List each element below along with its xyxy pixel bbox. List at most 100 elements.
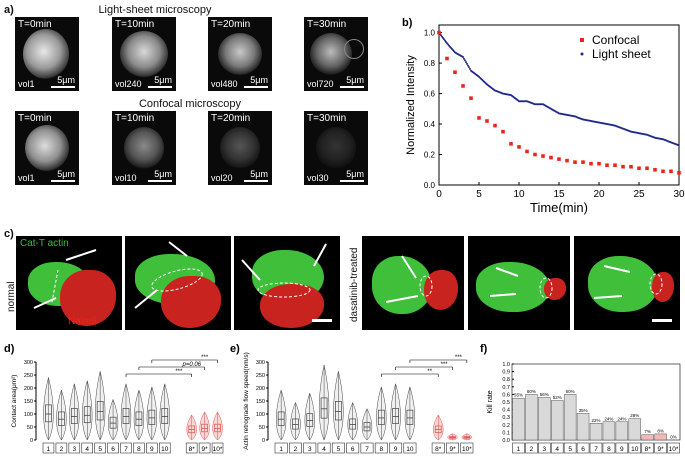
bar [551, 400, 564, 441]
category-label: 1 [517, 446, 521, 453]
category-box [346, 442, 360, 454]
dasatinib-tile-1 [362, 236, 464, 330]
normal-tile-1: Cat-T actin Nalm6 [16, 236, 122, 330]
data-label: 24% [604, 416, 613, 421]
confocal-tile-3: T=20min vol20 5μm [208, 111, 272, 185]
category-label: 4 [322, 446, 326, 453]
significance-label: *** [201, 355, 209, 361]
category-box [538, 442, 551, 454]
y-tick-label: 250 [24, 373, 33, 379]
confocal-point [509, 142, 513, 146]
y-tick-label: 0.8 [424, 59, 436, 68]
panel-b-label: b) [402, 17, 413, 29]
flow-arrows [33, 249, 97, 309]
category-box [563, 442, 577, 454]
category-label: 9* [658, 446, 665, 453]
bar [641, 434, 654, 441]
scale-bar [340, 180, 364, 182]
category-box [460, 442, 474, 454]
legend: Confocal Light sheet [580, 33, 651, 61]
confocal-point [493, 123, 497, 128]
panel-f-chart: f) Kill rate 0.0 0.10.2 0.30.4 0.5 0.60.7 0.80.… [480, 343, 681, 454]
flow-arrows [593, 265, 663, 299]
category-label: 4 [555, 446, 559, 453]
lightsheet-tile-3: T=20min vol480 5μm [208, 17, 272, 91]
confocal-point [541, 154, 545, 158]
category-box [403, 442, 417, 454]
lightsheet-tile-3-scale: 5μm [250, 75, 268, 85]
normal-tile-2 [125, 236, 231, 330]
significance-label: ** [427, 369, 432, 375]
confocal-tile-4-time: T=30min [307, 113, 347, 124]
y-tick-label: 0.0 [424, 181, 436, 190]
y-tick-label: 1.0 [502, 362, 510, 368]
dasatinib-tile-2 [468, 236, 570, 330]
category-box [198, 442, 211, 454]
lightsheet-tile-4: T=30min vol720 5μm [304, 17, 368, 91]
confocal-tile-1-scale: 5μm [57, 169, 75, 179]
data-points [437, 30, 681, 175]
category-label: 1 [279, 446, 283, 453]
y-axis-label: Normalized Intensity [405, 55, 417, 155]
flow-arrows [489, 267, 553, 299]
scale-bar [652, 319, 672, 322]
panel-a-label: a) [4, 4, 14, 16]
confocal-tile-4-scale: 5μm [346, 169, 364, 179]
x-tick-label: 10 [513, 189, 525, 200]
category-label: 9 [620, 446, 624, 453]
confocal-point [525, 149, 529, 154]
data-label: 22% [591, 418, 600, 423]
data-label: 60% [527, 389, 536, 394]
significance-label: p=0.06 [182, 362, 202, 368]
lightsheet-tile-1-scale: 5μm [57, 75, 75, 85]
data-label: 0% [670, 435, 677, 440]
category-label: 2 [294, 446, 298, 453]
significance-label: *** [455, 355, 463, 361]
confocal-point [549, 155, 553, 160]
scale-bar [148, 86, 172, 88]
flow-arrows [134, 241, 203, 309]
y-tick-label: 0.9 [502, 370, 510, 376]
category-label: 3 [542, 446, 546, 453]
confocal-point [517, 145, 521, 149]
y-tick-label: 0.0 [502, 438, 510, 444]
lightsheet-tile-4-scale: 5μm [346, 75, 364, 85]
box [122, 408, 130, 424]
data-label: 55% [514, 393, 523, 398]
y-tick-label: 250 [256, 373, 265, 379]
confocal-tile-1: T=0min vol1 5μm [15, 111, 79, 185]
y-tick-label: 0.2 [502, 423, 510, 429]
y-tick-label: 100 [256, 412, 265, 418]
category-box [55, 442, 68, 454]
category-box [512, 442, 525, 454]
category-box [68, 442, 81, 454]
category-box [81, 442, 93, 454]
bar [563, 394, 577, 441]
y-tick-label: 0.6 [502, 392, 510, 398]
category-label: 8* [435, 446, 442, 453]
category-label: 10 [631, 446, 639, 453]
bar [654, 433, 667, 441]
box [320, 397, 328, 419]
category-box [431, 442, 445, 454]
y-tick-label: 1.0 [424, 29, 436, 38]
confocal-tile-2-scale: 5μm [154, 169, 172, 179]
category-label: 10 [406, 446, 414, 453]
category-box [667, 442, 680, 454]
category-label: 8 [607, 446, 611, 453]
flow-arrows [241, 243, 327, 298]
confocal-point [477, 116, 481, 120]
scale-bar [340, 86, 364, 88]
confocal-point [621, 164, 625, 169]
normal-tile-3 [234, 236, 340, 330]
box [406, 409, 414, 425]
data-label: 28% [630, 413, 639, 418]
confocal-tile-1-time: T=0min [18, 113, 52, 124]
category-label: 9* [202, 446, 209, 453]
scale-bar [244, 180, 268, 182]
category-label: 10* [213, 446, 223, 453]
box [96, 401, 104, 421]
lightsheet-tile-2-scale: 5μm [154, 75, 172, 85]
confocal-point [653, 167, 657, 172]
category-box [602, 442, 616, 454]
